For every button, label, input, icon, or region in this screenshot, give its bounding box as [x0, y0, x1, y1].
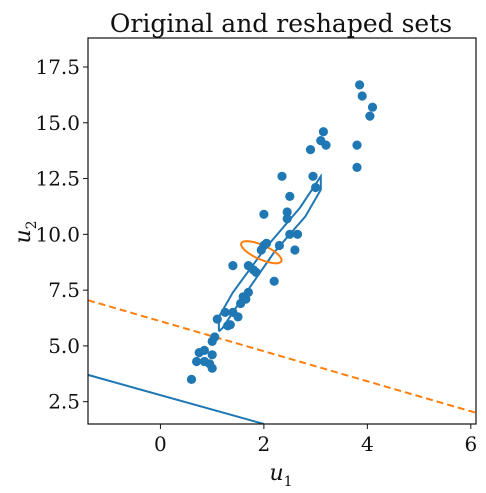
y-axis-label: u2 [11, 220, 40, 243]
x-tick-label: 6 [464, 432, 477, 456]
data-point [233, 312, 243, 322]
chart-title: Original and reshaped sets [110, 9, 452, 38]
data-point [207, 350, 217, 360]
data-point [261, 238, 272, 248]
axes-frame [87, 37, 477, 425]
data-point [321, 140, 331, 150]
y-tick-label: 7.5 [48, 278, 80, 302]
data-point [212, 314, 222, 324]
dashed-boundary-line [88, 299, 476, 414]
data-point [186, 374, 197, 384]
y-tick-label: 10.0 [35, 222, 80, 246]
data-point [192, 356, 202, 367]
x-tick-label: 2 [258, 432, 271, 456]
data-point [199, 345, 209, 355]
data-point [352, 162, 362, 172]
reshaped-set-outline [240, 240, 283, 265]
data-point [305, 145, 316, 155]
y-axis-label-sub: 2 [24, 220, 40, 229]
data-point [285, 229, 295, 239]
x-axis-label-base: u [269, 461, 283, 486]
solid-boundary-line [88, 373, 265, 424]
data-point [269, 276, 279, 286]
x-axis-label: u1 [269, 461, 292, 490]
data-point [277, 171, 287, 181]
y-axis-label-base: u [11, 229, 36, 243]
data-point [318, 127, 328, 137]
data-point [355, 80, 365, 90]
data-point [274, 240, 284, 251]
data-point [282, 207, 292, 217]
y-tick-label: 15.0 [35, 111, 80, 135]
data-point [207, 363, 217, 373]
data-point [259, 209, 269, 219]
x-axis-label-sub: 1 [284, 474, 293, 490]
data-point [367, 102, 378, 112]
y-tick-label: 5.0 [48, 334, 80, 358]
data-point [251, 267, 261, 277]
ticks: 0 2 4 6 2.5 5.0 7.5 10.0 12.5 15.0 17.5 [35, 55, 477, 456]
data-point [243, 287, 253, 297]
data-point [225, 320, 235, 330]
data-point [292, 229, 303, 239]
data-point [228, 261, 238, 271]
data-point [365, 111, 375, 121]
data-point [282, 214, 292, 224]
data-point [352, 140, 362, 150]
data-point [357, 91, 367, 101]
y-tick-label: 17.5 [35, 55, 80, 79]
data-point [311, 182, 321, 193]
data-point [285, 191, 295, 201]
plot-area [88, 80, 476, 424]
data-point [220, 307, 230, 317]
data-point [290, 245, 300, 255]
y-tick-label: 12.5 [35, 167, 80, 191]
data-point [210, 332, 220, 342]
data-point [308, 171, 318, 181]
x-tick-label: 0 [154, 432, 167, 456]
x-tick-label: 4 [361, 432, 374, 456]
y-tick-label: 2.5 [48, 390, 80, 414]
